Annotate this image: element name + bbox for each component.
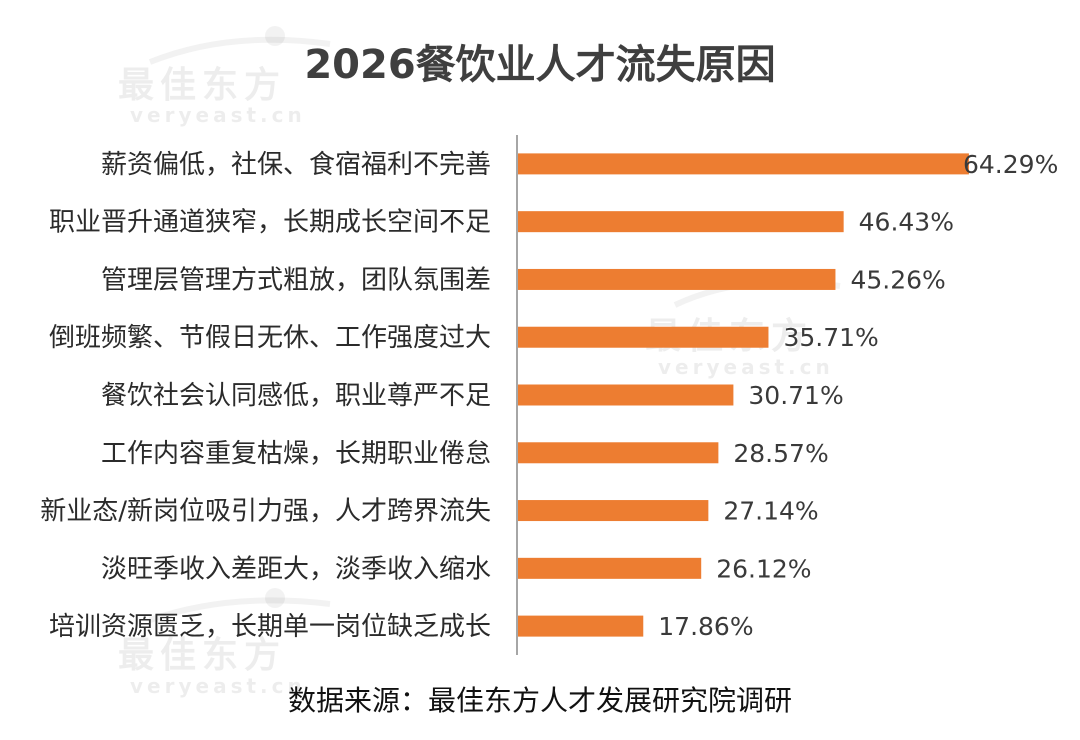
category-label: 培训资源匮乏，长期单一岗位缺乏成长 bbox=[49, 612, 491, 642]
svg-text:最佳东方: 最佳东方 bbox=[118, 635, 286, 676]
category-label: 薪资偏低，社保、食宿福利不完善 bbox=[101, 150, 491, 180]
bar bbox=[518, 557, 702, 579]
watermark-logo: 最佳东方 veryeast.cn bbox=[118, 588, 331, 698]
watermark-logo: 最佳东方 veryeast.cn bbox=[118, 26, 331, 127]
bar bbox=[518, 384, 734, 406]
bar bbox=[518, 153, 969, 175]
data-label: 30.71% bbox=[748, 381, 843, 410]
watermark-group: 最佳东方 veryeast.cn 最佳东方 veryeast.cn 最佳东方 v… bbox=[118, 26, 841, 698]
bar bbox=[518, 500, 709, 522]
data-label: 26.12% bbox=[716, 554, 811, 583]
chart-title: 2026餐饮业人才流失原因 bbox=[304, 42, 775, 88]
bar bbox=[518, 268, 836, 290]
data-label: 17.86% bbox=[658, 612, 753, 641]
data-label: 28.57% bbox=[733, 439, 828, 468]
data-label: 45.26% bbox=[850, 265, 945, 294]
data-label: 27.14% bbox=[723, 497, 818, 526]
svg-text:veryeast.cn: veryeast.cn bbox=[130, 674, 306, 698]
svg-text:veryeast.cn: veryeast.cn bbox=[130, 103, 306, 127]
svg-text:最佳东方: 最佳东方 bbox=[118, 65, 286, 106]
category-label: 工作内容重复枯燥，长期职业倦怠 bbox=[101, 439, 491, 469]
bar bbox=[518, 326, 769, 348]
bar bbox=[518, 211, 844, 233]
data-source-note: 数据来源：最佳东方人才发展研究院调研 bbox=[288, 684, 792, 717]
svg-text:veryeast.cn: veryeast.cn bbox=[658, 355, 834, 379]
bar bbox=[518, 442, 719, 464]
data-label: 64.29% bbox=[963, 150, 1058, 179]
data-label: 35.71% bbox=[783, 323, 878, 352]
data-label: 46.43% bbox=[859, 208, 954, 237]
category-label: 管理层管理方式粗放，团队氛围差 bbox=[101, 265, 491, 295]
category-label: 淡旺季收入差距大，淡季收入缩水 bbox=[101, 554, 491, 584]
category-label: 职业晋升通道狭窄，长期成长空间不足 bbox=[49, 208, 491, 238]
category-label: 倒班频繁、节假日无休、工作强度过大 bbox=[49, 323, 491, 353]
category-label: 新业态/新岗位吸引力强，人才跨界流失 bbox=[40, 497, 491, 527]
category-label: 餐饮社会认同感低，职业尊严不足 bbox=[101, 381, 491, 411]
bar bbox=[518, 615, 644, 637]
plot-area: 薪资偏低，社保、食宿福利不完善 64.29% 职业晋升通道狭窄，长期成长空间不足 46… bbox=[40, 135, 1058, 655]
